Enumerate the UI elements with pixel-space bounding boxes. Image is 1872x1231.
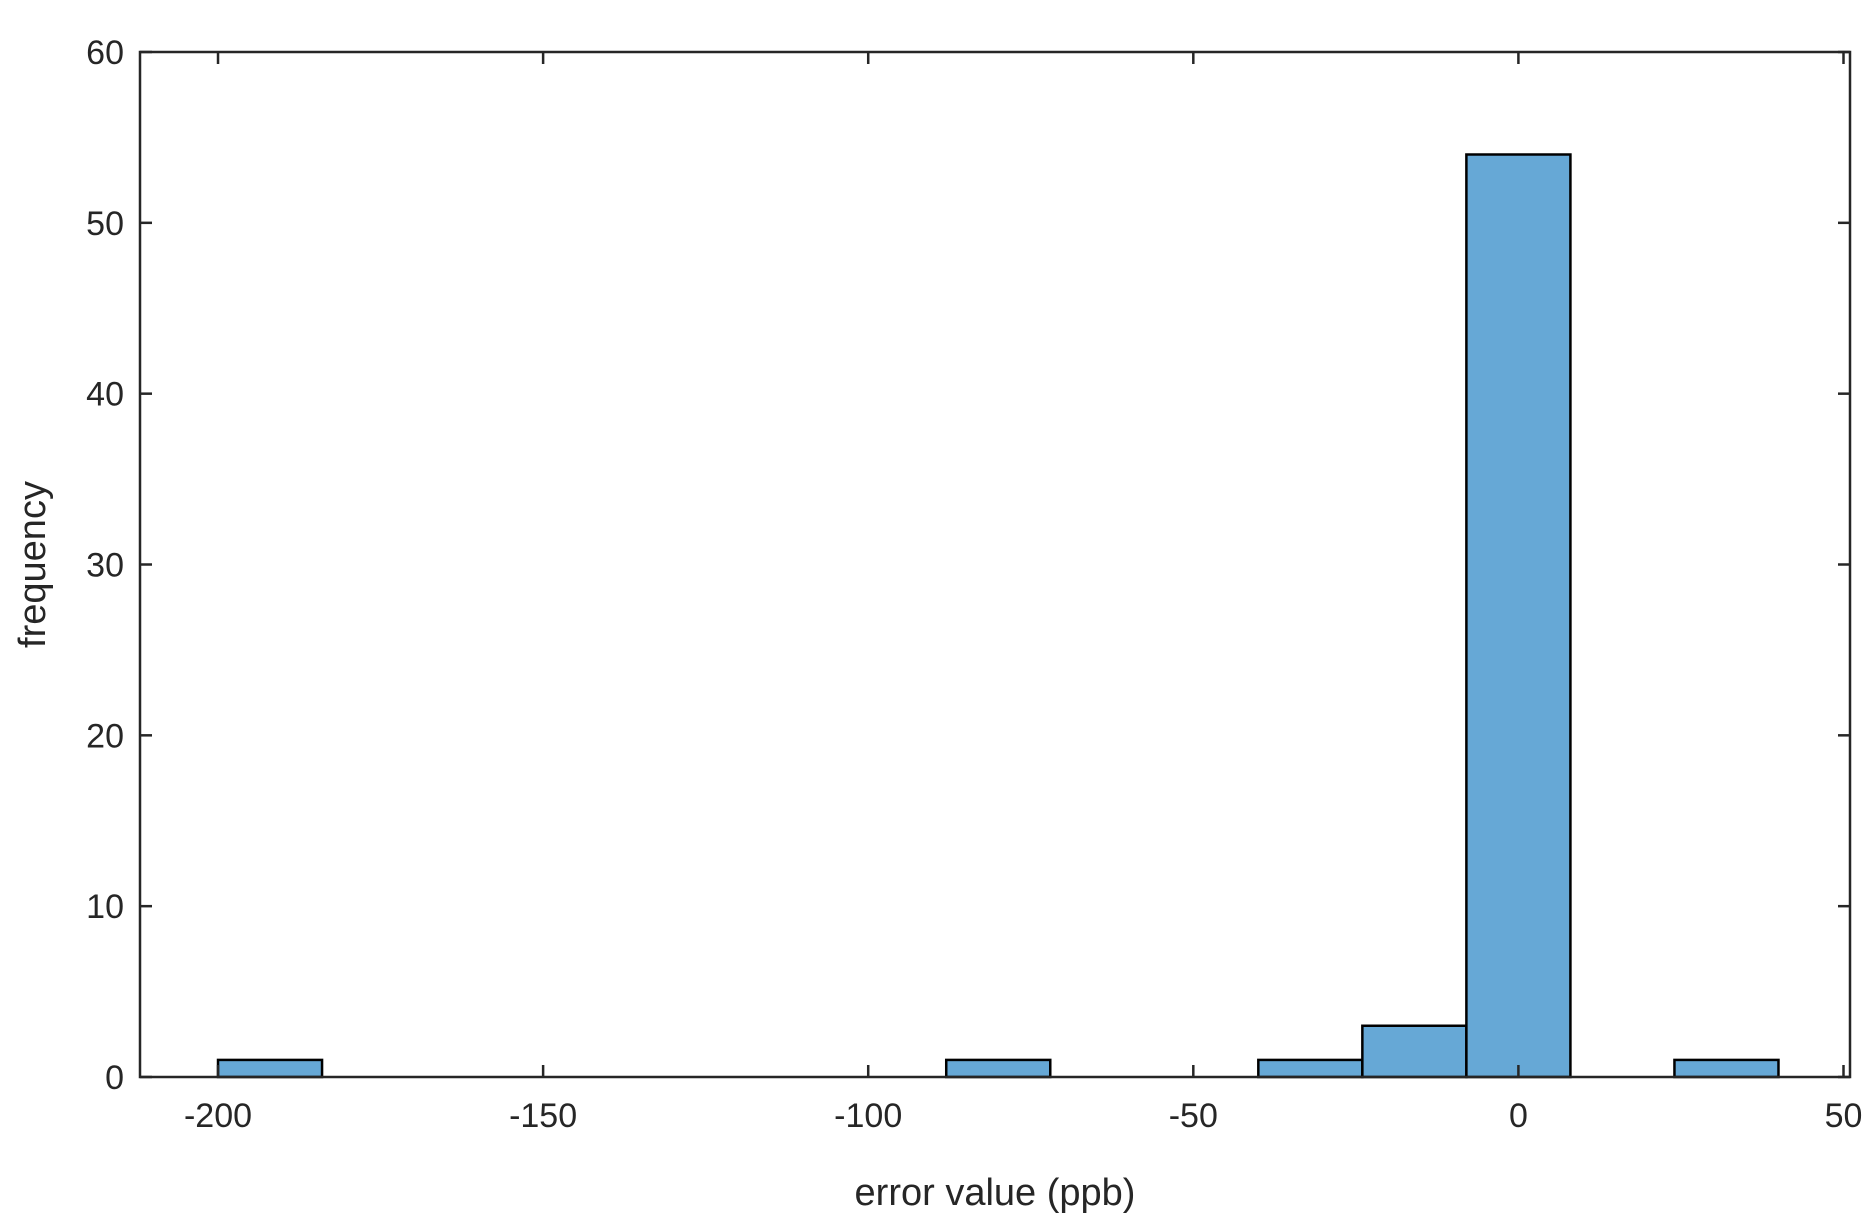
- y-tick-label: 0: [105, 1059, 124, 1097]
- histogram-bar: [944, 1058, 1052, 1079]
- y-tick-label: 10: [86, 888, 124, 926]
- histogram-bar: [216, 1058, 324, 1079]
- y-tick-label: 20: [86, 717, 124, 755]
- histogram-bar: [1361, 1024, 1468, 1079]
- x-tick-label: -150: [509, 1097, 577, 1135]
- y-tick-label: 50: [86, 205, 124, 243]
- histogram-bar: [1465, 153, 1572, 1079]
- x-tick-label: -50: [1169, 1097, 1218, 1135]
- x-tick-label: 0: [1509, 1097, 1528, 1135]
- x-tick-label: -200: [184, 1097, 252, 1135]
- y-tick-label: 60: [86, 34, 124, 72]
- x-tick-label: 50: [1825, 1097, 1863, 1135]
- histogram-bar: [1257, 1058, 1364, 1079]
- x-axis-label: error value (ppb): [855, 1172, 1136, 1214]
- histogram-bar: [1673, 1058, 1780, 1079]
- x-tick-label: -100: [834, 1097, 902, 1135]
- bars-layer: [216, 153, 1780, 1079]
- plot-frame: [138, 50, 1852, 1079]
- y-tick-label: 40: [86, 376, 124, 414]
- y-axis-label: frequency: [12, 481, 54, 648]
- y-tick-label: 30: [86, 547, 124, 585]
- ticks-layer: -200 -150 -100 -50 0 50 0 10 20 30 40 50 60: [86, 34, 1862, 1135]
